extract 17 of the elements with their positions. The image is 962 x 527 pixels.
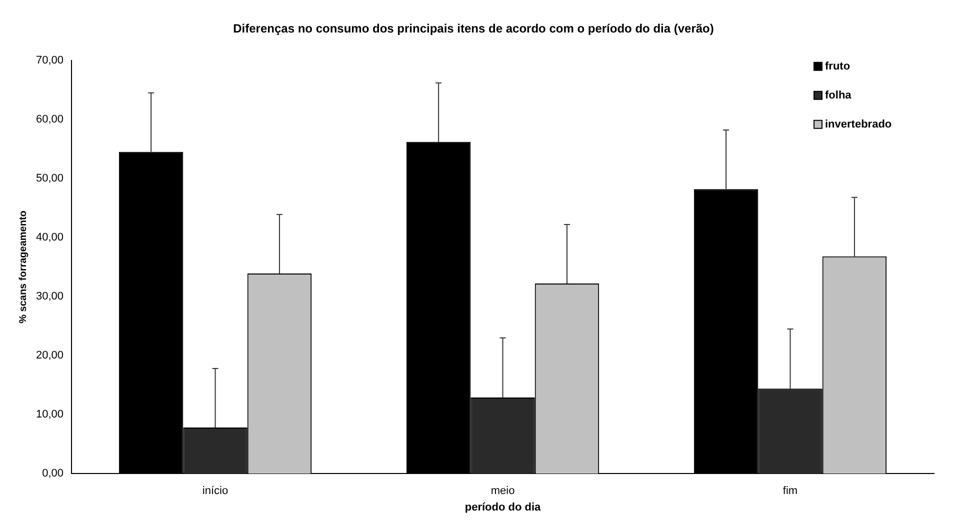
y-tick-label: 50,00: [36, 172, 64, 184]
y-tick-label: 20,00: [36, 350, 64, 362]
y-tick-label: 10,00: [36, 408, 64, 421]
y-tick-label: 60,00: [36, 113, 64, 126]
chart-title: Diferenças no consumo dos principais itens de acordo com o período do dia (verão): [233, 22, 714, 36]
y-tick-label: 70,00: [36, 54, 64, 66]
y-axis-title: % scans forrageamento: [18, 210, 29, 324]
x-tick-label: fim: [782, 485, 798, 498]
legend-label: fruto: [825, 60, 850, 72]
legend-label: invertebrado: [825, 118, 892, 130]
x-axis-title: período do dia: [464, 501, 542, 514]
x-tick-label: início: [202, 485, 228, 498]
y-tick-label: 0,00: [42, 468, 64, 480]
y-tick-label: 30,00: [36, 290, 64, 303]
x-tick-label: meio: [490, 485, 515, 498]
legend-label: folha: [825, 89, 852, 102]
y-tick-label: 40,00: [36, 232, 64, 244]
